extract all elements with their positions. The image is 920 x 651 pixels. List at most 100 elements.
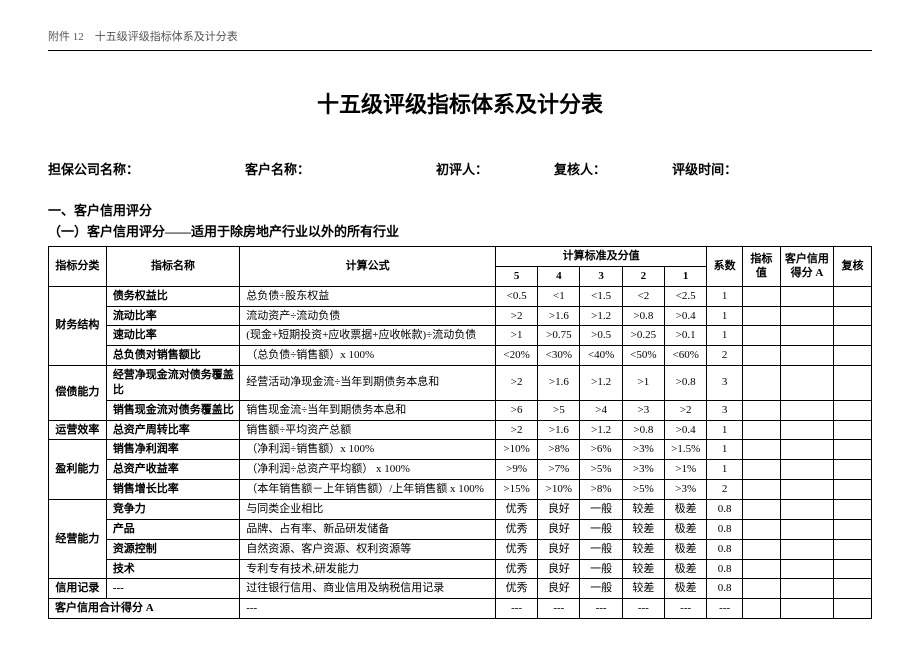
cell-standard: 极差	[664, 499, 706, 519]
cell-review	[834, 579, 872, 599]
table-row: 资源控制自然资源、客户资源、权利资源等优秀良好一般较差极差0.8	[49, 539, 872, 559]
cell-formula: 流动资产÷流动负债	[240, 306, 496, 326]
section-1-title: 一、客户信用评分	[48, 200, 872, 219]
label-company: 担保公司名称：	[48, 159, 139, 178]
cell-indicator-name: 竞争力	[106, 499, 239, 519]
cell-standard: ---	[580, 599, 622, 619]
cell-standard: >6	[495, 400, 537, 420]
cell-coef: 0.8	[707, 519, 743, 539]
cell-coef: 1	[707, 460, 743, 480]
cell-standard: >3%	[664, 480, 706, 500]
cell-standard: 优秀	[495, 499, 537, 519]
cell-coef: 2	[707, 346, 743, 366]
cell-standard: 较差	[622, 579, 664, 599]
document-title: 十五级评级指标体系及计分表	[48, 87, 872, 119]
cell-standard: 一般	[580, 559, 622, 579]
cell-standard: >1.6	[538, 366, 580, 401]
cell-review	[834, 366, 872, 401]
cell-coef: 0.8	[707, 579, 743, 599]
cell-scoreA	[780, 499, 833, 519]
cell-formula: （本年销售额－上年销售额）/上年销售额 x 100%	[240, 480, 496, 500]
cell-standard: 较差	[622, 499, 664, 519]
cell-standard: ---	[664, 599, 706, 619]
cell-standard: 极差	[664, 559, 706, 579]
cell-standard: <0.5	[495, 286, 537, 306]
cell-standard: >0.8	[622, 306, 664, 326]
cell-standard: >3	[622, 400, 664, 420]
cell-indicator-name: 总资产收益率	[106, 460, 239, 480]
cell-standard: <1.5	[580, 286, 622, 306]
table-row: 速动比率(现金+短期投资+应收票据+应收帐款)÷流动负债>1>0.75>0.5>…	[49, 326, 872, 346]
th-category: 指标分类	[49, 247, 107, 287]
cell-standard: >2	[664, 400, 706, 420]
cell-standard: >0.4	[664, 420, 706, 440]
cell-standard: >8%	[538, 440, 580, 460]
cell-review	[834, 460, 872, 480]
cell-standard: 极差	[664, 539, 706, 559]
cell-indicator-name: 销售净利润率	[106, 440, 239, 460]
cell-standard: >1	[622, 366, 664, 401]
table-row: 财务结构债务权益比总负债÷股东权益<0.5<1<1.5<2<2.51	[49, 286, 872, 306]
cell-category: 运营效率	[49, 420, 107, 440]
table-row: 信用记录---过往银行信用、商业信用及纳税信用记录优秀良好一般较差极差0.8	[49, 579, 872, 599]
section-1-sub: （一）客户信用评分——适用于除房地产行业以外的所有行业	[48, 221, 872, 240]
cell-scoreA	[780, 460, 833, 480]
label-rating-time: 评级时间：	[672, 159, 737, 178]
cell-standard: >4	[580, 400, 622, 420]
th-name: 指标名称	[106, 247, 239, 287]
cell-standard: 良好	[538, 499, 580, 519]
cell-standard: <1	[538, 286, 580, 306]
cell-standard: 极差	[664, 579, 706, 599]
cell-standard: 良好	[538, 539, 580, 559]
cell-value	[742, 286, 780, 306]
cell-coef: 0.8	[707, 499, 743, 519]
cell-indicator-name: 债务权益比	[106, 286, 239, 306]
cell-standard: >1.2	[580, 366, 622, 401]
cell-review	[834, 306, 872, 326]
cell-category: 信用记录	[49, 579, 107, 599]
cell-formula: 经营活动净现金流÷当年到期债务本息和	[240, 366, 496, 401]
cell-standard: 一般	[580, 539, 622, 559]
cell-value	[742, 519, 780, 539]
cell-standard: >0.5	[580, 326, 622, 346]
cell-scoreA	[780, 366, 833, 401]
cell-indicator-name: 资源控制	[106, 539, 239, 559]
cell-value	[742, 326, 780, 346]
cell-scoreA	[780, 579, 833, 599]
cell-standard: ---	[538, 599, 580, 619]
cell-category: 经营能力	[49, 499, 107, 578]
cell-standard: ---	[622, 599, 664, 619]
cell-indicator-name: 销售现金流对债务覆盖比	[106, 400, 239, 420]
cell-standard: >1%	[664, 460, 706, 480]
cell-category: 财务结构	[49, 286, 107, 365]
cell-formula: 与同类企业相比	[240, 499, 496, 519]
cell-standard: >0.8	[664, 366, 706, 401]
cell-standard: ---	[495, 599, 537, 619]
cell-standard: <30%	[538, 346, 580, 366]
th-formula: 计算公式	[240, 247, 496, 287]
table-row: 偿债能力经营净现金流对债务覆盖比经营活动净现金流÷当年到期债务本息和>2>1.6…	[49, 366, 872, 401]
cell-standard: >0.8	[622, 420, 664, 440]
cell-category: 偿债能力	[49, 366, 107, 421]
table-row: 销售现金流对债务覆盖比销售现金流÷当年到期债务本息和>6>5>4>3>23	[49, 400, 872, 420]
label-first-reviewer: 初评人：	[436, 159, 488, 178]
cell-formula: 销售额÷平均资产总额	[240, 420, 496, 440]
cell-standard: >5%	[622, 480, 664, 500]
cell-standard: >0.1	[664, 326, 706, 346]
cell-coef: 3	[707, 366, 743, 401]
cell-formula: 总负债÷股东权益	[240, 286, 496, 306]
cell-review	[834, 499, 872, 519]
cell-total-label: 客户信用合计得分 A	[49, 599, 240, 619]
cell-standard: 较差	[622, 559, 664, 579]
cell-standard: >9%	[495, 460, 537, 480]
cell-standard: >1.2	[580, 306, 622, 326]
cell-scoreA	[780, 326, 833, 346]
cell-review	[834, 420, 872, 440]
cell-standard: 良好	[538, 559, 580, 579]
cell-standard: >7%	[538, 460, 580, 480]
cell-standard: >2	[495, 306, 537, 326]
cell-review	[834, 286, 872, 306]
cell-standard: 极差	[664, 519, 706, 539]
cell-standard: >0.25	[622, 326, 664, 346]
cell-category: 盈利能力	[49, 440, 107, 500]
